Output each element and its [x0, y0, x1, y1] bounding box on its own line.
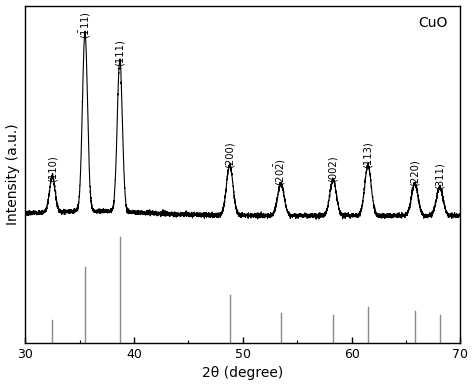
Text: (311): (311) [435, 163, 445, 189]
Y-axis label: Intensity (a.u.): Intensity (a.u.) [6, 124, 19, 225]
Text: (002): (002) [328, 155, 338, 182]
Text: (200): (200) [225, 141, 235, 168]
Text: (110): (110) [47, 155, 57, 182]
Text: (111): (111) [115, 39, 125, 66]
Text: (113): (113) [363, 141, 373, 168]
Text: $(\bar{1}11)$: $(\bar{1}11)$ [77, 11, 92, 39]
Text: $(20\bar{2})$: $(20\bar{2})$ [273, 157, 288, 186]
Text: (220): (220) [410, 159, 420, 186]
Text: CuO: CuO [418, 16, 447, 30]
X-axis label: 2θ (degree): 2θ (degree) [202, 366, 283, 381]
